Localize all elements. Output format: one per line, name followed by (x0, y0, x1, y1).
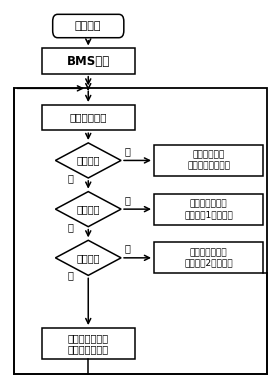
Text: 否: 否 (68, 222, 73, 232)
Bar (42, 105, 135, 130)
Bar (14, 88, 268, 374)
Text: 二级故障: 二级故障 (76, 204, 100, 214)
Text: 否: 否 (68, 173, 73, 183)
Text: BMS自检: BMS自检 (67, 55, 110, 68)
Bar (42, 48, 135, 74)
FancyBboxPatch shape (53, 14, 124, 38)
Text: 是: 是 (124, 244, 130, 254)
Text: 系统故障诊断: 系统故障诊断 (70, 113, 107, 122)
Polygon shape (56, 192, 121, 227)
Text: 是: 是 (124, 146, 130, 156)
Text: 系统全功率运行
红灯灭、绿灯亮: 系统全功率运行 红灯灭、绿灯亮 (68, 333, 109, 354)
Text: 是: 是 (124, 195, 130, 205)
Text: 系统全功率运行
红灯闪烁2、绿灯亮: 系统全功率运行 红灯闪烁2、绿灯亮 (184, 248, 233, 267)
Bar (154, 145, 263, 176)
Bar (154, 194, 263, 225)
Text: 否: 否 (68, 271, 73, 280)
Bar (42, 328, 135, 359)
Text: 三级故障: 三级故障 (76, 156, 100, 165)
Bar (154, 242, 263, 273)
Text: 系统停机运行
红灯常亮、绿灯灭: 系统停机运行 红灯常亮、绿灯灭 (187, 151, 230, 170)
Text: 低压供电: 低压供电 (75, 21, 101, 31)
Text: 系统限功率运行
红灯闪烁1、绿灯灭: 系统限功率运行 红灯闪烁1、绿灯灭 (184, 199, 233, 219)
Polygon shape (56, 240, 121, 275)
Text: 一级故障: 一级故障 (76, 253, 100, 263)
Polygon shape (56, 143, 121, 178)
